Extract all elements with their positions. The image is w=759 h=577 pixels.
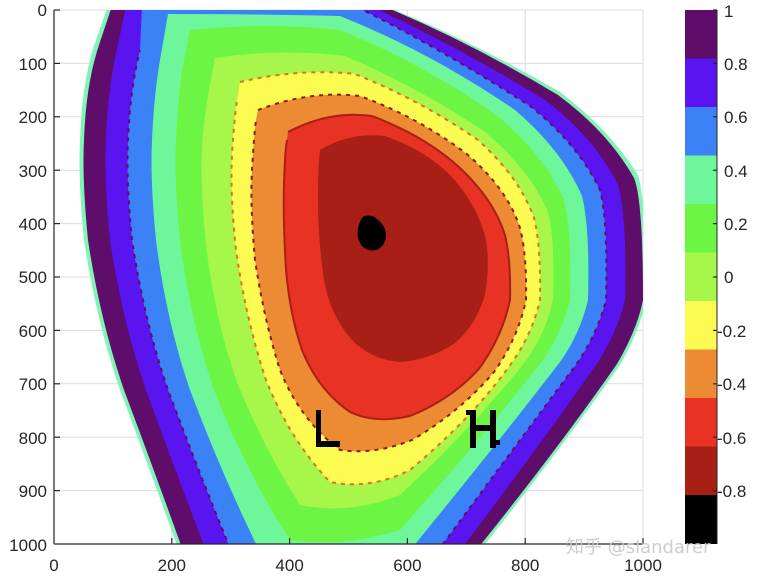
contour-line-neg0.6 [282, 113, 512, 421]
colorbar-label: -0.2 [717, 322, 746, 341]
x-tick-label: 600 [393, 556, 421, 575]
watermark: 知乎 @slandarer [566, 537, 711, 558]
x-tick-label: 800 [511, 556, 539, 575]
annotation-h [466, 410, 500, 448]
y-tick-label: 700 [19, 375, 47, 394]
colorbar-label: 0.4 [724, 162, 748, 181]
colorbar-label: 1 [724, 2, 733, 21]
x-tick-label: 1000 [624, 556, 662, 575]
colorbar-swatch [685, 349, 717, 398]
x-tick-label: 400 [275, 556, 303, 575]
x-tick-label: 200 [158, 556, 186, 575]
colorbar-swatch [685, 107, 717, 156]
colorbar-swatch [685, 446, 717, 495]
contour-lines [126, 10, 608, 544]
colorbar-swatch [685, 155, 717, 204]
colorbar-swatch [685, 301, 717, 350]
y-tick-label: 300 [19, 162, 47, 181]
tick-marks [54, 9, 644, 544]
y-tick-label: 600 [19, 322, 47, 341]
y-tick-label: 400 [19, 215, 47, 234]
colorbar-ticks [713, 9, 717, 492]
y-tick-label: 800 [19, 429, 47, 448]
colorbar-swatch [685, 495, 717, 544]
colorbar-label: 0.6 [724, 108, 748, 127]
colorbar-label: -0.4 [717, 375, 746, 394]
x-tick-labels: 0 200 400 600 800 1000 [49, 556, 662, 575]
colorbar-swatch [685, 58, 717, 107]
contour-minimum [357, 215, 386, 251]
colorbar-label: 0 [724, 268, 733, 287]
colorbar-swatch [685, 398, 717, 447]
colorbar-swatch [685, 204, 717, 253]
colorbar-label: 0.2 [724, 215, 748, 234]
colorbar: 1 0.8 0.6 0.4 0.2 0 -0.2 -0.4 -0.6 -0.8 [685, 2, 748, 544]
colorbar-swatch [685, 10, 717, 59]
y-tick-label: 200 [19, 108, 47, 127]
colorbar-label: 0.8 [724, 55, 748, 74]
y-tick-label: 1000 [9, 536, 47, 555]
colorbar-labels: 1 0.8 0.6 0.4 0.2 0 -0.2 -0.4 -0.6 -0.8 [717, 2, 748, 501]
y-tick-labels: 0 100 200 300 400 500 600 700 800 900 10… [9, 1, 47, 555]
y-tick-label: 500 [19, 268, 47, 287]
annotation-l [316, 410, 340, 447]
colorbar-swatch [685, 252, 717, 301]
y-tick-label: 100 [19, 55, 47, 74]
x-tick-label: 0 [49, 556, 58, 575]
y-tick-label: 900 [19, 482, 47, 501]
colorbar-label: -0.8 [717, 482, 746, 501]
contour-level-neg0.8 [318, 135, 488, 362]
colorbar-label: -0.6 [717, 429, 746, 448]
y-tick-label: 0 [38, 1, 47, 20]
